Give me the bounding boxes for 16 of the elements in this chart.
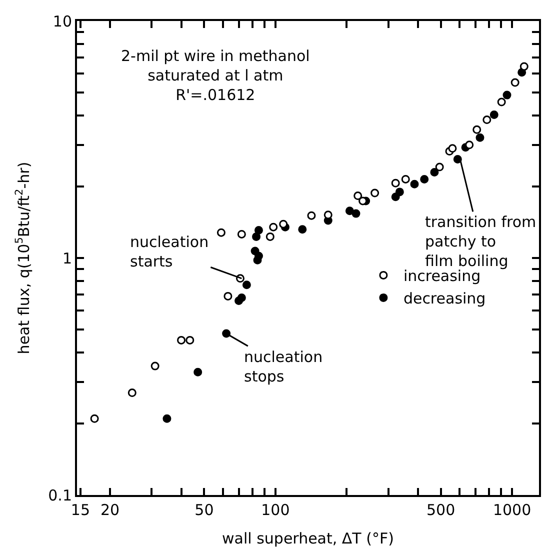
annotation: nucleation stops	[244, 348, 323, 386]
x-tick-label: 15	[70, 501, 90, 519]
annotation: nucleation starts	[130, 233, 209, 270]
annotation: transition from patchy to film boiling	[425, 213, 536, 270]
annotation: 2-mil pt wire in methanol saturated at l atm R'=.01612	[121, 47, 310, 104]
y-tick-label: 0.1	[48, 486, 72, 504]
x-tick-label: 500	[426, 501, 456, 519]
x-tick-label: 1000	[492, 501, 532, 519]
legend-label: increasing	[403, 267, 481, 286]
x-tick-label: 50	[194, 501, 214, 519]
x-tick-label: 100	[261, 501, 290, 519]
x-tick-label: 20	[100, 501, 120, 519]
y-tick-label: 10	[52, 12, 72, 30]
y-tick-label: 1	[62, 249, 72, 268]
x-axis-title: wall superheat, ΔT (°F)	[222, 530, 394, 548]
legend-label: decreasing	[403, 290, 486, 308]
